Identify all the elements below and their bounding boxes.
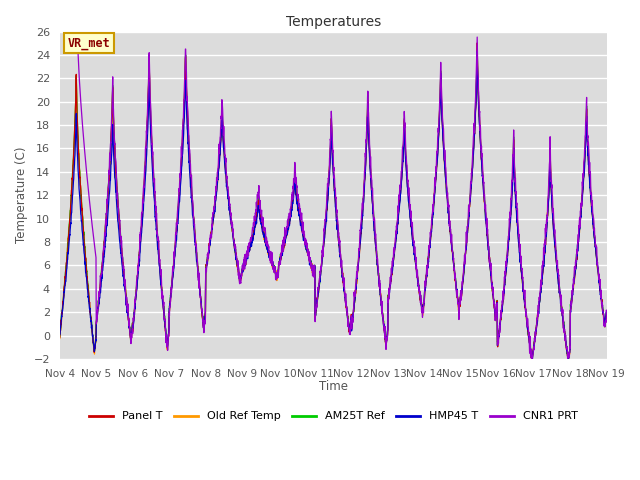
HMP45 T [528, 356, 536, 362]
Line: CNR1 PRT: CNR1 PRT [76, 32, 607, 359]
Panel T [555, 284, 563, 289]
CNR1 PRT [349, 320, 356, 325]
Line: HMP45 T: HMP45 T [60, 51, 607, 359]
CNR1 PRT [209, 215, 216, 220]
AM25T Ref [570, 275, 578, 280]
Old Ref Temp [474, 46, 481, 51]
Panel T [474, 40, 481, 46]
Old Ref Temp [56, 336, 63, 341]
X-axis label: Time: Time [319, 380, 348, 393]
HMP45 T [474, 48, 481, 54]
AM25T Ref [555, 280, 563, 286]
CNR1 PRT [492, 314, 500, 320]
Old Ref Temp [492, 305, 500, 311]
Line: AM25T Ref: AM25T Ref [60, 49, 607, 359]
AM25T Ref [361, 177, 369, 182]
Panel T [528, 356, 536, 362]
AM25T Ref [474, 46, 481, 52]
AM25T Ref [603, 312, 611, 318]
HMP45 T [603, 308, 611, 313]
HMP45 T [361, 177, 369, 183]
AM25T Ref [349, 311, 356, 317]
Panel T [209, 222, 216, 228]
HMP45 T [209, 226, 216, 232]
Text: VR_met: VR_met [68, 36, 111, 49]
HMP45 T [570, 279, 578, 285]
Panel T [349, 313, 356, 319]
CNR1 PRT [554, 266, 562, 272]
HMP45 T [56, 332, 63, 337]
Old Ref Temp [528, 356, 536, 362]
Line: Panel T: Panel T [60, 43, 607, 359]
Old Ref Temp [349, 312, 356, 318]
CNR1 PRT [361, 169, 369, 175]
Panel T [492, 311, 500, 316]
Panel T [570, 278, 578, 284]
Old Ref Temp [570, 279, 578, 285]
Line: Old Ref Temp: Old Ref Temp [60, 48, 607, 359]
Old Ref Temp [361, 176, 369, 181]
Panel T [56, 335, 63, 340]
Old Ref Temp [603, 310, 611, 316]
HMP45 T [349, 312, 356, 317]
AM25T Ref [528, 356, 536, 362]
Y-axis label: Temperature (C): Temperature (C) [15, 147, 28, 243]
Legend: Panel T, Old Ref Temp, AM25T Ref, HMP45 T, CNR1 PRT: Panel T, Old Ref Temp, AM25T Ref, HMP45 … [84, 407, 582, 426]
AM25T Ref [209, 224, 216, 229]
Panel T [361, 176, 369, 182]
AM25T Ref [56, 334, 63, 339]
Title: Temperatures: Temperatures [285, 15, 381, 29]
HMP45 T [492, 308, 500, 314]
HMP45 T [555, 282, 563, 288]
Panel T [603, 308, 611, 314]
AM25T Ref [492, 309, 500, 314]
CNR1 PRT [603, 309, 611, 314]
Old Ref Temp [555, 279, 563, 285]
Old Ref Temp [209, 222, 216, 228]
CNR1 PRT [570, 276, 577, 282]
